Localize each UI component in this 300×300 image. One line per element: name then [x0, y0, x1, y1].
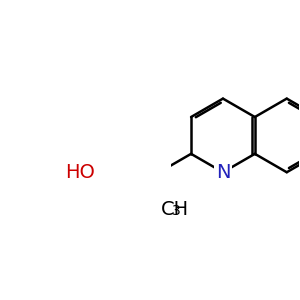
Text: N: N [216, 163, 230, 182]
Text: CH: CH [161, 200, 189, 219]
Text: 3: 3 [172, 204, 181, 218]
Text: HO: HO [65, 163, 95, 182]
